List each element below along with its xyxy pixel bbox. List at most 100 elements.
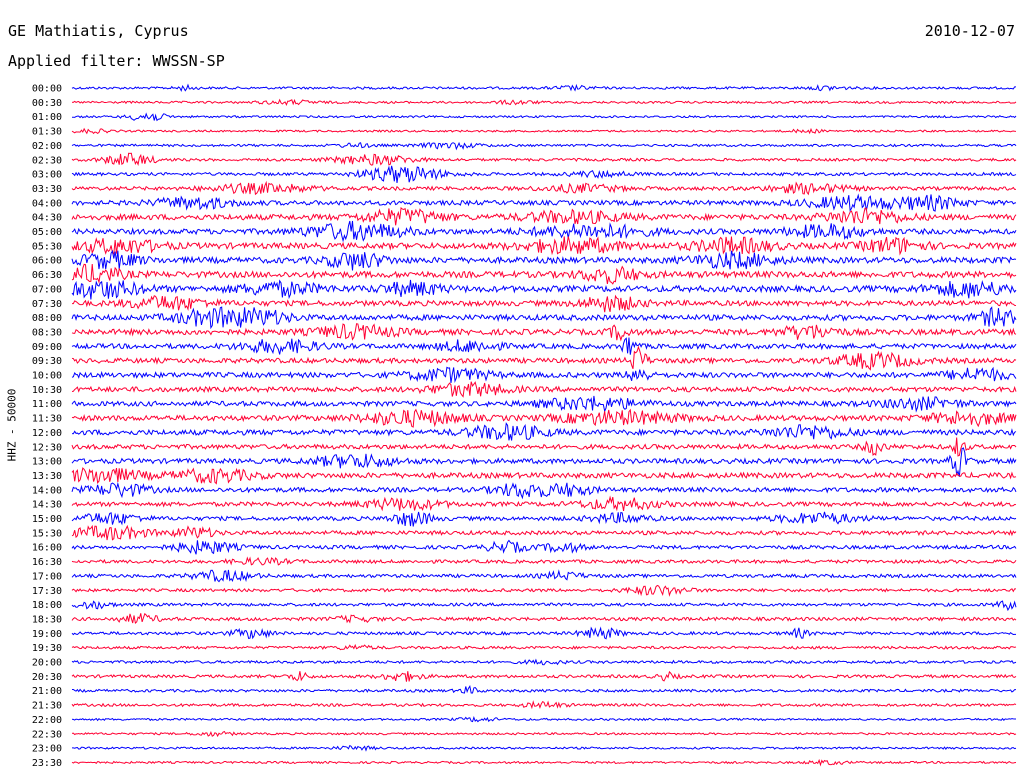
row-time-label: 08:00: [32, 313, 62, 324]
row-time-label: 05:30: [32, 241, 62, 252]
trace-line: [71, 220, 1017, 243]
trace-line: [71, 744, 1017, 752]
row-time-label: 10:00: [32, 371, 62, 382]
row-time-label: 13:30: [32, 471, 62, 482]
row-time-label: 02:00: [32, 141, 62, 152]
row-time-label: 18:30: [32, 614, 62, 625]
trace-line: [71, 481, 1017, 500]
row-time-label: 15:00: [32, 514, 62, 525]
row-time-label: 11:00: [32, 399, 62, 410]
trace-line: [71, 98, 1017, 106]
trace-line: [71, 165, 1017, 184]
trace-line: [71, 381, 1017, 398]
row-time-label: 21:30: [32, 701, 62, 712]
row-time-label: 20:30: [32, 672, 62, 683]
trace-line: [71, 408, 1017, 428]
trace-line: [71, 141, 1017, 151]
trace-line: [71, 539, 1017, 555]
trace-line: [71, 437, 1017, 457]
trace-line: [71, 345, 1017, 371]
trace-line: [71, 366, 1017, 384]
row-time-label: 04:30: [32, 213, 62, 224]
row-time-label: 10:30: [32, 385, 62, 396]
trace-line: [71, 180, 1017, 196]
station-title: GE Mathiatis, Cyprus: [8, 22, 189, 40]
row-time-label: 00:00: [32, 84, 62, 95]
row-time-label: 03:30: [32, 184, 62, 195]
trace-line: [71, 323, 1017, 342]
trace-line: [71, 422, 1017, 441]
trace-line: [71, 112, 1017, 122]
row-time-label: 15:30: [32, 528, 62, 539]
trace-line: [71, 467, 1017, 485]
trace-line: [71, 584, 1017, 597]
trace-line: [71, 626, 1017, 640]
trace-line: [71, 249, 1017, 271]
trace-line: [71, 511, 1017, 527]
trace-line: [71, 685, 1017, 694]
row-time-label: 09:00: [32, 342, 62, 353]
trace-line: [71, 236, 1017, 256]
trace-line: [71, 337, 1017, 355]
row-time-label: 21:00: [32, 686, 62, 697]
trace-line: [71, 83, 1017, 93]
row-time-label: 06:30: [32, 270, 62, 281]
row-time-label: 13:00: [32, 457, 62, 468]
row-time-label: 12:30: [32, 442, 62, 453]
row-time-label: 19:30: [32, 643, 62, 654]
trace-line: [71, 600, 1017, 612]
trace-line: [71, 263, 1017, 285]
trace-line: [71, 207, 1017, 226]
trace-line: [71, 495, 1017, 512]
row-time-label: 16:00: [32, 543, 62, 554]
trace-line: [71, 670, 1017, 682]
filter-label: Applied filter: WWSSN-SP: [8, 52, 225, 70]
row-time-label: 23:30: [32, 758, 62, 769]
record-date: 2010-12-07: [924, 22, 1015, 40]
row-time-label: 18:00: [32, 600, 62, 611]
trace-line: [71, 758, 1017, 767]
trace-line: [71, 395, 1017, 413]
trace-line: [71, 306, 1017, 330]
trace-line: [71, 524, 1017, 541]
row-time-label: 19:00: [32, 629, 62, 640]
row-time-label: 09:30: [32, 356, 62, 367]
row-time-label: 06:00: [32, 256, 62, 267]
row-time-label: 01:30: [32, 127, 62, 138]
row-time-label: 17:30: [32, 586, 62, 597]
trace-line: [71, 643, 1017, 651]
trace-line: [71, 730, 1017, 738]
row-time-label: 17:00: [32, 571, 62, 582]
row-time-label: 12:00: [32, 428, 62, 439]
row-time-label: 16:30: [32, 557, 62, 568]
trace-line: [71, 193, 1017, 212]
trace-line: [71, 700, 1017, 710]
row-time-label: 04:00: [32, 198, 62, 209]
trace-line: [71, 658, 1017, 666]
trace-line: [71, 127, 1017, 135]
trace-line: [71, 612, 1017, 625]
row-time-label: 05:00: [32, 227, 62, 238]
row-time-label: 14:00: [32, 485, 62, 496]
row-time-label: 22:30: [32, 729, 62, 740]
row-time-label: 07:00: [32, 284, 62, 295]
trace-line: [71, 152, 1017, 167]
trace-line: [71, 447, 1017, 477]
row-time-label: 00:30: [32, 98, 62, 109]
row-time-label: 01:00: [32, 112, 62, 123]
trace-line: [71, 715, 1017, 723]
trace-line: [71, 569, 1017, 583]
row-time-label: 14:30: [32, 500, 62, 511]
row-time-label: 20:00: [32, 658, 62, 669]
trace-line: [71, 279, 1017, 300]
row-time-label: 11:30: [32, 414, 62, 425]
row-time-label: 07:30: [32, 299, 62, 310]
row-time-label: 08:30: [32, 327, 62, 338]
row-time-label: 03:00: [32, 170, 62, 181]
trace-line: [71, 556, 1017, 566]
row-time-label: 02:30: [32, 155, 62, 166]
row-time-label: 22:00: [32, 715, 62, 726]
row-time-label: 23:00: [32, 744, 62, 755]
trace-line: [71, 294, 1017, 313]
